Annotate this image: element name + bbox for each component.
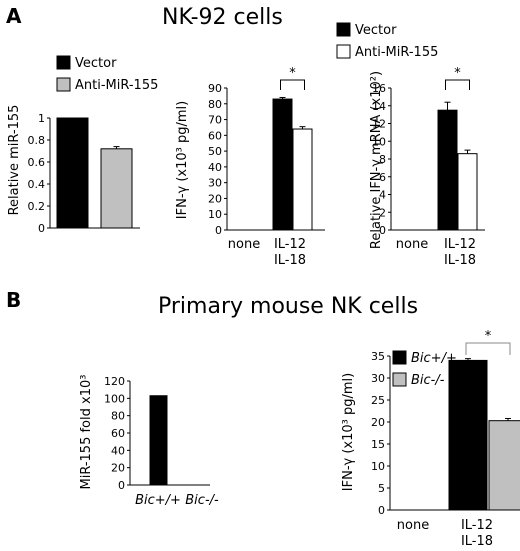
panel-title-b: Primary mouse NK cells xyxy=(158,294,419,319)
a3-category-label: IL-12 xyxy=(444,237,476,252)
b2-y-tick-label: 10 xyxy=(371,460,385,473)
a3-legend-label: Vector xyxy=(355,23,397,38)
a2-y-tick-label: 90 xyxy=(208,82,222,95)
a3-y-tick-label: 6 xyxy=(379,171,386,184)
a2-y-tick-label: 70 xyxy=(208,114,222,127)
a1-bar xyxy=(56,117,89,229)
b1-category-label: Bic+/+ xyxy=(135,493,181,508)
a2-y-tick-label: 80 xyxy=(208,98,222,111)
b2-y-tick-label: 5 xyxy=(378,482,385,495)
a2-y-tick-label: 30 xyxy=(208,177,222,190)
b1-bar xyxy=(149,395,168,486)
b2-y-tick-label: 25 xyxy=(371,394,385,407)
b2-category-label: none xyxy=(397,518,429,533)
b1-y-tick-label: 80 xyxy=(111,410,125,423)
a3-legend-label: Anti-MiR-155 xyxy=(355,45,438,60)
a2-significance-star: * xyxy=(289,66,296,81)
a1-y-tick-label: 0 xyxy=(38,222,45,235)
a3-category-label: none xyxy=(396,237,428,252)
a1-y-tick-label: 1 xyxy=(38,112,45,125)
b2-legend-label: Bic-/- xyxy=(411,373,445,388)
a2-y-tick-label: 20 xyxy=(208,192,222,205)
b2-y-tick-label: 30 xyxy=(371,372,385,385)
b1-y-tick-label: 100 xyxy=(104,392,125,405)
a1-bar xyxy=(100,148,133,229)
a2-y-tick-label: 40 xyxy=(208,161,222,174)
a2-bar xyxy=(272,98,293,231)
a2-y-tick-label: 60 xyxy=(208,129,222,142)
a1-y-tick-label: 0.4 xyxy=(28,178,46,191)
a3-significance-bracket xyxy=(445,79,470,90)
b2-legend-label: Bic+/+ xyxy=(411,351,457,366)
a3-y-tick-label: 14 xyxy=(372,100,386,113)
a3-legend-swatch xyxy=(336,22,351,37)
a2-y-tick-label: 50 xyxy=(208,145,222,158)
a2-y-axis-label: IFN-γ (x10³ pg/ml) xyxy=(175,101,190,219)
b1-category-label: Bic-/- xyxy=(185,493,219,508)
a3-y-tick-label: 10 xyxy=(372,135,386,148)
panel-letter-a: A xyxy=(6,4,22,28)
b1-y-axis-label: MiR-155 fold x10³ xyxy=(79,375,94,490)
b2-y-tick-label: 35 xyxy=(371,350,385,363)
a2-y-tick-label: 0 xyxy=(215,224,222,237)
a3-y-tick-label: 4 xyxy=(379,189,386,202)
b2-y-tick-label: 0 xyxy=(378,504,385,517)
a3-y-tick-label: 8 xyxy=(379,153,386,166)
b2-bar xyxy=(448,359,488,511)
a1-legend-swatch xyxy=(56,55,71,70)
a2-category-label: none xyxy=(228,237,260,252)
b2-significance-bracket xyxy=(465,342,511,355)
a3-y-tick-label: 12 xyxy=(372,118,386,131)
b1-y-tick-label: 120 xyxy=(104,375,125,388)
a3-y-tick-label: 0 xyxy=(379,224,386,237)
b2-category-label: IL-18 xyxy=(461,534,493,549)
a1-legend-label: Anti-MiR-155 xyxy=(75,78,158,93)
a1-legend-label: Vector xyxy=(75,56,117,71)
b2-y-tick-label: 15 xyxy=(371,438,385,451)
a2-category-label: IL-12 xyxy=(274,237,306,252)
a3-significance-star: * xyxy=(454,66,461,81)
a3-y-tick-label: 16 xyxy=(372,82,386,95)
panel-title-a: NK-92 cells xyxy=(162,5,283,30)
a2-category-label: IL-18 xyxy=(274,253,306,268)
a3-legend-swatch xyxy=(336,44,351,59)
a1-y-tick-label: 0.8 xyxy=(28,134,46,147)
b2-bar xyxy=(488,420,520,511)
a1-y-tick-label: 0.6 xyxy=(28,156,46,169)
b2-significance-star: * xyxy=(485,329,492,344)
b2-y-axis-label: IFN-γ (x10³ pg/ml) xyxy=(341,373,356,491)
a1-legend-swatch xyxy=(56,77,71,92)
b2-legend-swatch xyxy=(392,350,407,365)
a1-y-axis-label: Relative miR-155 xyxy=(7,105,22,216)
a2-significance-bracket xyxy=(280,79,305,90)
b1-y-tick-label: 40 xyxy=(111,444,125,457)
b1-y-tick-label: 60 xyxy=(111,427,125,440)
a2-bar xyxy=(292,128,313,231)
b2-legend-swatch xyxy=(392,372,407,387)
a3-category-label: IL-18 xyxy=(444,253,476,268)
a3-y-axis-label: Relative IFN-γ mRNA (x10²) xyxy=(369,71,384,249)
a3-bar xyxy=(457,153,478,231)
b2-y-tick-label: 20 xyxy=(371,416,385,429)
a3-bar xyxy=(437,109,458,231)
a1-y-tick-label: 0.2 xyxy=(28,200,46,213)
a3-y-tick-label: 2 xyxy=(379,206,386,219)
b1-y-tick-label: 0 xyxy=(118,479,125,492)
panel-letter-b: B xyxy=(6,288,22,312)
a2-y-tick-label: 10 xyxy=(208,208,222,221)
b1-y-tick-label: 20 xyxy=(111,462,125,475)
b2-category-label: IL-12 xyxy=(461,518,493,533)
